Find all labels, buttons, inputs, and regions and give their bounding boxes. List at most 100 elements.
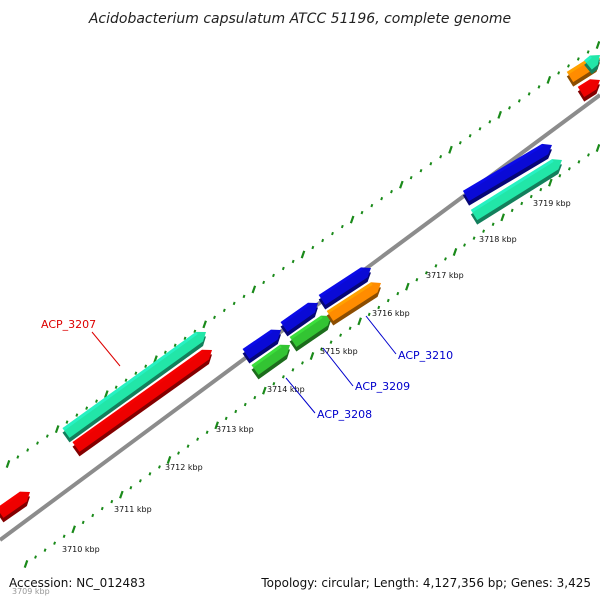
inner-tick [415,278,419,282]
gene-mint-top[interactable] [584,55,600,75]
outer-tick [497,110,502,119]
gene-acp-3207-mint[interactable] [62,331,206,443]
outer-tick [281,266,285,271]
inner-tick [119,490,124,499]
outer-tick [586,50,590,54]
inner-tick [214,421,219,430]
inner-tick [196,437,200,441]
outer-tick [272,273,275,278]
outer-tick [409,175,413,180]
leader-line [91,331,121,367]
inner-tick [53,541,57,545]
outer-tick [478,127,482,131]
outer-tick [242,294,246,299]
outer-tick [360,210,364,215]
outer-tick [340,224,344,229]
inner-tick [558,174,562,178]
inner-tick [510,208,514,213]
inner-tick [262,386,267,395]
outer-tick [75,413,79,417]
kbp-label: 3713 kbp [216,425,254,434]
gene-label-acp-3208[interactable]: ACP_3208 [317,408,372,421]
outer-tick [251,285,257,294]
gene-blue-2[interactable] [280,302,318,337]
inner-tick [100,506,104,511]
label-layer: 3709 kbp 3710 kbp 3711 kbp 3712 kbp 3713 kbp… [12,199,571,596]
inner-tick [452,248,458,256]
inner-tick [348,326,352,330]
gene-acp-3208[interactable] [251,344,290,380]
inner-tick [377,305,381,310]
kbp-label: 3719 kbp [533,199,571,208]
gene-blue-1[interactable] [242,329,281,364]
kbp-label: 3710 kbp [62,545,100,554]
outer-tick [448,145,453,154]
accession-text: Accession: NC_012483 [9,576,145,590]
outer-tick [567,64,570,68]
inner-tick [405,282,410,291]
inner-tick [272,382,276,386]
inner-tick [548,178,553,187]
outer-tick [16,455,20,459]
gene-label-acp-3209[interactable]: ACP_3209 [355,380,410,393]
inner-tick [482,229,486,233]
inner-tick [62,534,66,538]
gene-acp-3209[interactable] [289,315,331,352]
kbp-label: 3716 kbp [372,309,410,318]
gene-red-top[interactable] [577,79,600,102]
inner-tick [463,243,466,247]
gene-label-acp-3210[interactable]: ACP_3210 [398,349,453,362]
inner-tick [110,499,114,504]
gene-acp-3207-red[interactable] [72,349,213,457]
inner-tick [291,368,295,372]
inner-tick [339,333,343,337]
outer-tick [439,155,443,159]
inner-tick [301,361,304,365]
outer-tick [45,434,49,438]
outer-tick [517,99,521,103]
leader-line [365,315,397,355]
inner-tick [129,486,133,490]
inner-tick [520,201,524,206]
inner-tick [158,465,161,469]
inner-tick [253,395,257,400]
gene-layer [0,55,600,523]
inner-tick [320,347,323,351]
outer-tick [54,425,60,434]
inner-tick [148,472,152,476]
inner-tick [357,317,362,326]
inner-tick [91,513,95,518]
inner-tick [595,144,600,152]
inner-tick [567,167,571,171]
inner-tick [234,409,238,414]
inner-tick [243,402,247,407]
outer-tick [193,329,197,334]
outer-tick [349,215,355,224]
outer-tick [458,141,462,145]
inner-tick [444,257,447,261]
kbp-label: 3714 kbp [267,385,305,394]
outer-tick [419,168,423,173]
outer-tick [399,180,404,189]
gene-blue-right[interactable] [462,143,552,206]
gene-mint-right[interactable] [470,159,562,225]
gene-blue-3[interactable] [318,267,371,310]
outer-tick [222,308,226,313]
gene-far-left-red[interactable] [0,491,30,523]
inner-tick [577,160,581,164]
gene-acp-3210[interactable] [326,282,381,326]
inner-tick [43,548,47,552]
leader-line [285,377,316,414]
outer-tick [576,57,580,61]
inner-tick [424,271,428,275]
inner-tick [529,194,533,199]
outer-tick [291,259,295,264]
outer-tick [546,75,552,84]
gene-label-acp-3207[interactable]: ACP_3207 [41,318,96,331]
outer-tick [311,245,315,250]
outer-tick [557,71,561,75]
outer-tick [173,343,177,348]
inner-tick [434,264,438,268]
